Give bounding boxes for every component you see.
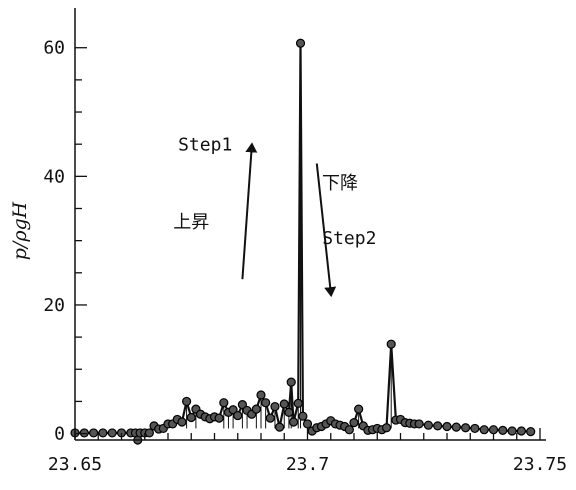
series-line	[75, 43, 531, 444]
data-point	[233, 410, 243, 421]
data-point	[214, 413, 224, 423]
data-point	[219, 398, 229, 408]
data-point	[516, 426, 527, 436]
data-point	[498, 425, 508, 435]
axes: 0 20 40 60 23.65 23.7 23.75 p/ρgH	[9, 8, 567, 475]
data-point	[177, 417, 187, 427]
data-point	[461, 423, 471, 433]
data-point	[186, 412, 196, 423]
data-point	[344, 425, 354, 435]
data-point	[433, 421, 443, 431]
annotation-label: 下降	[322, 173, 358, 194]
data-point	[507, 426, 517, 436]
data-point	[298, 411, 308, 421]
data-point	[442, 421, 452, 432]
data-point	[237, 400, 247, 410]
annotation-label: Step2	[322, 228, 376, 249]
x-tick-label: 23.75	[513, 454, 567, 475]
y-axis-label: p/ρgH	[9, 201, 31, 260]
y-tick-label: 40	[43, 166, 65, 187]
data-point	[228, 405, 238, 415]
x-tick-label: 23.65	[48, 454, 102, 475]
data-point	[295, 38, 306, 48]
data-point	[451, 422, 461, 432]
up-arrow	[241, 142, 258, 280]
annotations: Step1 上昇 下降 Step2	[173, 135, 376, 298]
data-point	[414, 419, 424, 429]
data-point	[302, 419, 313, 429]
data-point	[470, 423, 480, 434]
data-point	[256, 390, 266, 400]
data-point	[182, 396, 192, 407]
y-tick-label: 60	[43, 38, 65, 59]
data-point	[261, 398, 271, 408]
data-point	[279, 399, 289, 409]
data-point	[479, 425, 489, 435]
data-point	[349, 418, 359, 428]
data-point	[270, 401, 280, 412]
plot-area	[70, 38, 536, 445]
data-point	[275, 422, 285, 432]
data-point	[144, 428, 154, 438]
data-point	[526, 427, 536, 437]
data-point	[286, 377, 296, 387]
y-tick-label: 20	[43, 295, 65, 316]
annotation-label: Step1	[178, 135, 232, 156]
down-arrow	[315, 163, 337, 298]
data-point	[98, 428, 108, 438]
data-point	[251, 404, 261, 414]
data-point	[423, 420, 433, 430]
data-point	[488, 425, 499, 435]
x-tick-label: 23.7	[286, 454, 329, 475]
data-point	[288, 417, 299, 427]
annotation-label: 上昇	[173, 212, 209, 233]
data-point	[293, 398, 303, 408]
data-point	[284, 407, 294, 417]
data-point	[88, 428, 99, 438]
data-point	[107, 428, 117, 438]
y-tick-label: 0	[54, 424, 65, 445]
data-point	[381, 423, 392, 433]
data-point	[265, 413, 275, 423]
data-point	[354, 404, 364, 414]
data-point	[386, 339, 396, 349]
